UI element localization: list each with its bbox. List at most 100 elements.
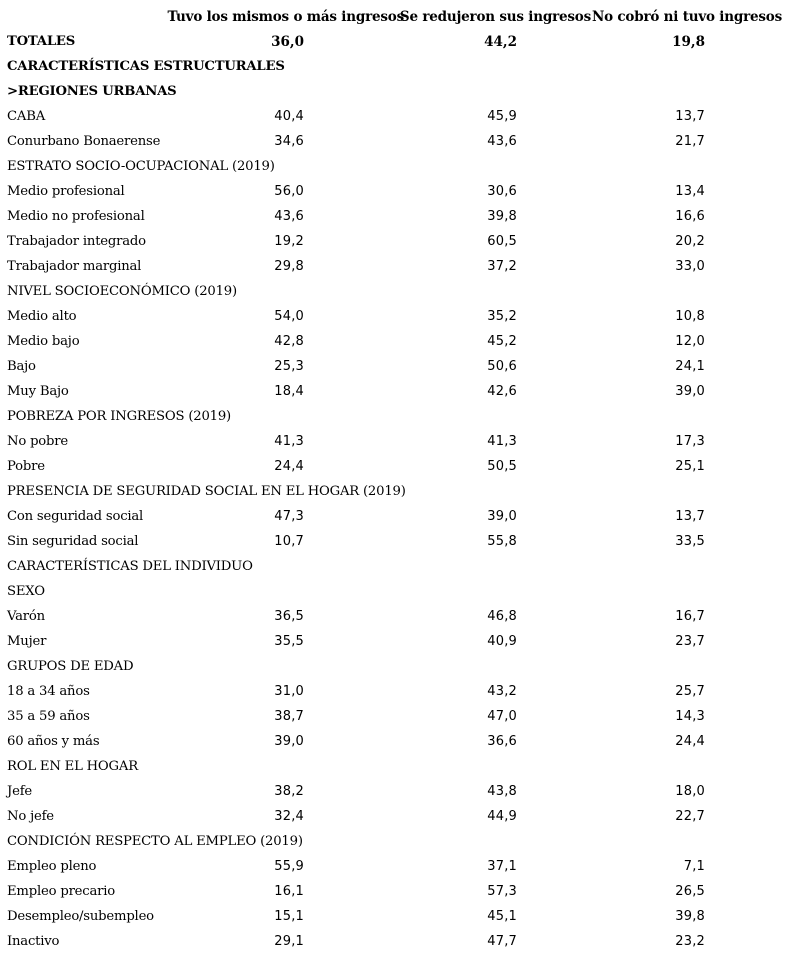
table-row: 35 a 59 años 38,7 47,0 14,3 xyxy=(0,704,789,729)
table-row: 60 años y más 39,0 36,6 24,4 xyxy=(0,729,789,754)
cell-no-income: 24,1 xyxy=(675,359,705,374)
row-label: 35 a 59 años xyxy=(7,709,90,724)
cell-same-or-more-income: 19,2 xyxy=(274,234,304,249)
cell-reduced-income: 39,8 xyxy=(487,209,517,224)
cell-no-income: 25,1 xyxy=(675,459,705,474)
table-row: Medio alto 54,0 35,2 10,8 xyxy=(0,304,789,329)
row-label: Medio no profesional xyxy=(7,209,145,224)
table-row: Inactivo 29,1 47,7 23,2 xyxy=(0,929,789,954)
section-header-row: >REGIONES URBANAS xyxy=(0,79,789,104)
cell-same-or-more-income: 36,5 xyxy=(274,609,304,624)
row-label: CONDICIÓN RESPECTO AL EMPLEO (2019) xyxy=(7,834,303,849)
table-row: Sin seguridad social 10,7 55,8 33,5 xyxy=(0,529,789,554)
table-row: Medio no profesional 43,6 39,8 16,6 xyxy=(0,204,789,229)
cell-same-or-more-income: 24,4 xyxy=(274,459,304,474)
cell-reduced-income: 44,9 xyxy=(487,809,517,824)
section-header-row: CARACTERÍSTICAS DEL INDIVIDUO xyxy=(0,554,789,579)
row-label: CARACTERÍSTICAS DEL INDIVIDUO xyxy=(7,559,253,574)
row-label: Medio bajo xyxy=(7,334,80,349)
cell-no-income: 33,0 xyxy=(675,259,705,274)
table-row: Medio profesional 56,0 30,6 13,4 xyxy=(0,179,789,204)
section-header-row: SEXO xyxy=(0,579,789,604)
cell-no-income: 23,2 xyxy=(675,934,705,949)
table-row: Bajo 25,3 50,6 24,1 xyxy=(0,354,789,379)
section-header-row: PRESENCIA DE SEGURIDAD SOCIAL EN EL HOGA… xyxy=(0,479,789,504)
row-label: CARACTERÍSTICAS ESTRUCTURALES xyxy=(7,59,285,74)
cell-reduced-income: 50,6 xyxy=(487,359,517,374)
cell-reduced-income: 42,6 xyxy=(487,384,517,399)
cell-reduced-income: 47,7 xyxy=(487,934,517,949)
section-header-row: ROL EN EL HOGAR xyxy=(0,754,789,779)
cell-same-or-more-income: 29,8 xyxy=(274,259,304,274)
row-label: Empleo precario xyxy=(7,884,115,899)
cell-no-income: 39,8 xyxy=(675,909,705,924)
section-header-row: ESTRATO SOCIO-OCUPACIONAL (2019) xyxy=(0,154,789,179)
table-body: TOTALES 36,0 44,2 19,8 CARACTERÍSTICAS ESTRU… xyxy=(0,29,789,954)
cell-reduced-income: 36,6 xyxy=(487,734,517,749)
cell-same-or-more-income: 38,7 xyxy=(274,709,304,724)
row-label: 18 a 34 años xyxy=(7,684,90,699)
cell-same-or-more-income: 35,5 xyxy=(274,634,304,649)
row-label: NIVEL SOCIOECONÓMICO (2019) xyxy=(7,284,237,299)
cell-same-or-more-income: 34,6 xyxy=(274,134,304,149)
table-row: Trabajador marginal 29,8 37,2 33,0 xyxy=(0,254,789,279)
table-row: Varón 36,5 46,8 16,7 xyxy=(0,604,789,629)
table-row: Jefe 38,2 43,8 18,0 xyxy=(0,779,789,804)
row-label: Muy Bajo xyxy=(7,384,69,399)
cell-reduced-income: 45,1 xyxy=(487,909,517,924)
cell-same-or-more-income: 15,1 xyxy=(274,909,304,924)
table-row: Desempleo/subempleo 15,1 45,1 39,8 xyxy=(0,904,789,929)
cell-no-income: 17,3 xyxy=(675,434,705,449)
cell-no-income: 18,0 xyxy=(675,784,705,799)
row-label: Varón xyxy=(7,609,45,624)
table-row: Conurbano Bonaerense 34,6 43,6 21,7 xyxy=(0,129,789,154)
cell-reduced-income: 37,2 xyxy=(487,259,517,274)
table-row: 18 a 34 años 31,0 43,2 25,7 xyxy=(0,679,789,704)
row-label: CABA xyxy=(7,109,46,124)
cell-no-income: 33,5 xyxy=(675,534,705,549)
cell-same-or-more-income: 55,9 xyxy=(274,859,304,874)
cell-no-income: 16,6 xyxy=(675,209,705,224)
cell-same-or-more-income: 38,2 xyxy=(274,784,304,799)
cell-reduced-income: 41,3 xyxy=(487,434,517,449)
cell-no-income: 14,3 xyxy=(675,709,705,724)
table-row: Trabajador integrado 19,2 60,5 20,2 xyxy=(0,229,789,254)
row-label: 60 años y más xyxy=(7,734,100,749)
table-row: CABA 40,4 45,9 13,7 xyxy=(0,104,789,129)
cell-same-or-more-income: 42,8 xyxy=(274,334,304,349)
row-label: TOTALES xyxy=(7,34,76,49)
cell-reduced-income: 39,0 xyxy=(487,509,517,524)
table-row: Con seguridad social 47,3 39,0 13,7 xyxy=(0,504,789,529)
cell-reduced-income: 50,5 xyxy=(487,459,517,474)
row-label: Trabajador integrado xyxy=(7,234,146,249)
cell-no-income: 21,7 xyxy=(675,134,705,149)
cell-reduced-income: 45,9 xyxy=(487,109,517,124)
section-header-row: CARACTERÍSTICAS ESTRUCTURALES xyxy=(0,54,789,79)
table-row: Pobre 24,4 50,5 25,1 xyxy=(0,454,789,479)
row-label: Desempleo/subempleo xyxy=(7,909,154,924)
row-label: Mujer xyxy=(7,634,47,649)
cell-reduced-income: 44,2 xyxy=(484,34,517,50)
cell-no-income: 10,8 xyxy=(675,309,705,324)
cell-same-or-more-income: 10,7 xyxy=(274,534,304,549)
row-label: Sin seguridad social xyxy=(7,534,139,549)
cell-reduced-income: 47,0 xyxy=(487,709,517,724)
row-label: Conurbano Bonaerense xyxy=(7,134,161,149)
cell-same-or-more-income: 29,1 xyxy=(274,934,304,949)
cell-same-or-more-income: 36,0 xyxy=(271,34,304,50)
table-row: Empleo precario 16,1 57,3 26,5 xyxy=(0,879,789,904)
row-label: Trabajador marginal xyxy=(7,259,142,274)
cell-reduced-income: 57,3 xyxy=(487,884,517,899)
table-row: Mujer 35,5 40,9 23,7 xyxy=(0,629,789,654)
section-header-row: CONDICIÓN RESPECTO AL EMPLEO (2019) xyxy=(0,829,789,854)
row-label: >REGIONES URBANAS xyxy=(7,84,177,99)
table-row: Medio bajo 42,8 45,2 12,0 xyxy=(0,329,789,354)
table-row: No pobre 41,3 41,3 17,3 xyxy=(0,429,789,454)
cell-reduced-income: 55,8 xyxy=(487,534,517,549)
cell-same-or-more-income: 40,4 xyxy=(274,109,304,124)
cell-reduced-income: 43,8 xyxy=(487,784,517,799)
row-label: Pobre xyxy=(7,459,45,474)
cell-same-or-more-income: 39,0 xyxy=(274,734,304,749)
cell-no-income: 23,7 xyxy=(675,634,705,649)
row-label: Inactivo xyxy=(7,934,60,949)
